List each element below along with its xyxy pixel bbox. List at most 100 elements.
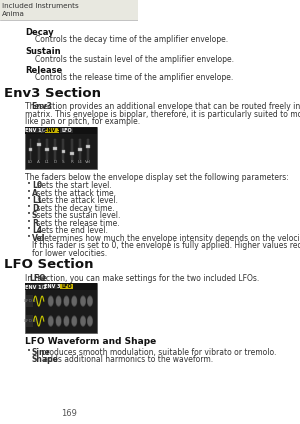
Text: •: • — [27, 181, 31, 187]
Text: sets the attack time.: sets the attack time. — [34, 189, 116, 198]
FancyBboxPatch shape — [78, 148, 82, 151]
FancyBboxPatch shape — [79, 139, 81, 160]
Text: LFO 2: LFO 2 — [24, 319, 35, 323]
Text: LFO Waveform and Shape: LFO Waveform and Shape — [26, 337, 157, 346]
FancyBboxPatch shape — [27, 284, 44, 289]
Circle shape — [49, 297, 52, 305]
FancyBboxPatch shape — [46, 139, 48, 160]
FancyBboxPatch shape — [86, 145, 90, 148]
FancyBboxPatch shape — [26, 283, 97, 333]
Text: sets the attack level.: sets the attack level. — [35, 196, 118, 205]
Text: LFO Section: LFO Section — [4, 258, 93, 271]
Text: S: S — [62, 160, 65, 165]
Text: If this fader is set to 0, the envelope is fully applied. Higher values reduce t: If this fader is set to 0, the envelope … — [32, 241, 300, 250]
Text: D: D — [54, 160, 57, 165]
Text: Controls the sustain level of the amplifier envelope.: Controls the sustain level of the amplif… — [34, 55, 234, 64]
Circle shape — [88, 297, 92, 305]
Text: Shape: Shape — [32, 355, 59, 364]
FancyBboxPatch shape — [26, 283, 97, 290]
Text: 169: 169 — [61, 409, 77, 418]
FancyBboxPatch shape — [38, 139, 40, 160]
Text: Decay: Decay — [26, 28, 54, 37]
Text: •: • — [27, 348, 31, 354]
Circle shape — [81, 317, 85, 325]
Text: •: • — [27, 219, 31, 225]
Circle shape — [81, 296, 85, 306]
Text: Env3 Section: Env3 Section — [4, 87, 101, 100]
FancyBboxPatch shape — [53, 147, 57, 150]
Text: section, you can make settings for the two included LFOs.: section, you can make settings for the t… — [35, 273, 259, 283]
Circle shape — [57, 317, 60, 325]
Text: L0: L0 — [28, 160, 33, 165]
Text: Sine: Sine — [32, 348, 51, 357]
Text: LFO: LFO — [29, 273, 46, 283]
Circle shape — [72, 296, 76, 306]
Text: Included Instruments: Included Instruments — [2, 3, 79, 9]
Text: R: R — [32, 219, 38, 228]
Text: Controls the release time of the amplifier envelope.: Controls the release time of the amplifi… — [34, 73, 233, 83]
FancyBboxPatch shape — [28, 148, 32, 151]
Text: R: R — [70, 160, 73, 165]
Circle shape — [81, 316, 85, 326]
Text: matrix. This envelope is bipolar, therefore, it is particularly suited to modula: matrix. This envelope is bipolar, theref… — [26, 110, 300, 119]
Text: LFO: LFO — [61, 284, 72, 289]
Circle shape — [49, 317, 52, 325]
Text: L0: L0 — [32, 181, 42, 190]
Text: •: • — [27, 234, 31, 240]
FancyBboxPatch shape — [70, 152, 74, 155]
Circle shape — [88, 317, 92, 325]
FancyBboxPatch shape — [87, 139, 89, 160]
Text: L4: L4 — [77, 160, 82, 165]
Text: D: D — [32, 204, 38, 213]
FancyBboxPatch shape — [62, 139, 64, 160]
Text: ENV 1/2: ENV 1/2 — [25, 284, 46, 289]
Text: Sustain: Sustain — [26, 47, 61, 56]
Text: The: The — [26, 102, 42, 112]
Text: Vel: Vel — [85, 160, 91, 165]
Text: sets the release time.: sets the release time. — [34, 219, 119, 228]
FancyBboxPatch shape — [26, 295, 33, 307]
Text: Anima: Anima — [2, 11, 25, 17]
Circle shape — [64, 317, 68, 325]
Text: •: • — [27, 196, 31, 202]
Text: sets the end level.: sets the end level. — [35, 226, 108, 235]
Text: Controls the decay time of the amplifier envelope.: Controls the decay time of the amplifier… — [34, 36, 228, 45]
Text: •: • — [27, 204, 31, 210]
Text: •: • — [27, 189, 31, 195]
FancyBboxPatch shape — [45, 128, 59, 133]
Text: Env3: Env3 — [31, 102, 52, 112]
Text: Vel: Vel — [32, 234, 45, 243]
Text: •: • — [27, 211, 31, 218]
Text: for lower velocities.: for lower velocities. — [32, 249, 107, 258]
Circle shape — [56, 316, 61, 326]
Circle shape — [88, 296, 92, 306]
Text: L4: L4 — [32, 226, 42, 235]
Text: In the: In the — [26, 273, 50, 283]
Text: determines how much the envelope intensity depends on the velocity.: determines how much the envelope intensi… — [37, 234, 300, 243]
Text: A: A — [37, 160, 40, 165]
FancyBboxPatch shape — [37, 143, 40, 146]
FancyBboxPatch shape — [0, 0, 138, 20]
Circle shape — [56, 296, 61, 306]
Text: LFO 1: LFO 1 — [24, 299, 35, 303]
Text: ENV 3: ENV 3 — [44, 128, 60, 133]
Text: produces smooth modulation, suitable for vibrato or tremolo.: produces smooth modulation, suitable for… — [39, 348, 279, 357]
Circle shape — [64, 297, 68, 305]
Text: ENV 3: ENV 3 — [44, 284, 60, 289]
Text: Release: Release — [26, 66, 63, 75]
Text: section provides an additional envelope that can be routed freely in the modulat: section provides an additional envelope … — [38, 102, 300, 112]
Text: ENV 1/2: ENV 1/2 — [25, 128, 46, 133]
FancyBboxPatch shape — [54, 139, 56, 160]
Text: sets the start level.: sets the start level. — [35, 181, 112, 190]
Circle shape — [72, 316, 76, 326]
Text: •: • — [27, 226, 31, 232]
Circle shape — [48, 316, 53, 326]
Circle shape — [57, 297, 60, 305]
FancyBboxPatch shape — [45, 284, 59, 289]
FancyBboxPatch shape — [61, 150, 65, 153]
FancyBboxPatch shape — [60, 128, 73, 133]
FancyBboxPatch shape — [26, 127, 97, 134]
FancyBboxPatch shape — [26, 127, 97, 169]
Text: adds additional harmonics to the waveform.: adds additional harmonics to the wavefor… — [40, 355, 213, 364]
Circle shape — [72, 317, 76, 325]
